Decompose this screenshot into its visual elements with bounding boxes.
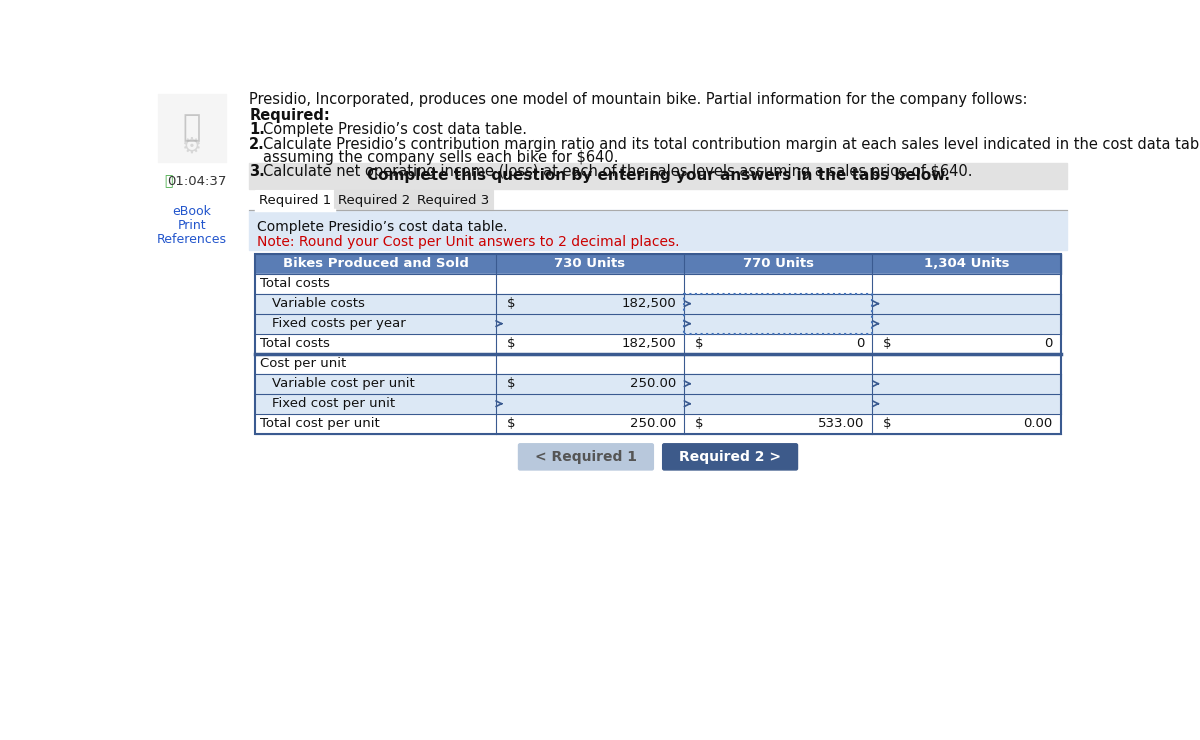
Text: 3.: 3. (250, 164, 265, 179)
Bar (256, 374, 1061, 394)
Bar (256, 274, 1061, 294)
Bar (256, 314, 1061, 334)
Text: 182,500: 182,500 (622, 337, 677, 350)
Bar (872, 314, 1061, 334)
Text: 2.: 2. (250, 137, 265, 152)
Text: $: $ (695, 337, 703, 350)
Bar (256, 190, 335, 210)
Bar (250, 210, 1067, 251)
Text: $: $ (883, 417, 892, 430)
Bar (157, 94, 226, 162)
Text: Note: Round your Cost per Unit answers to 2 decimal places.: Note: Round your Cost per Unit answers t… (257, 235, 679, 249)
Text: 0: 0 (1044, 337, 1052, 350)
Bar (256, 334, 1061, 354)
Text: $: $ (506, 297, 515, 310)
Bar (684, 294, 872, 314)
Text: Fixed costs per year: Fixed costs per year (272, 317, 406, 330)
Bar (256, 414, 1061, 434)
Text: 0.00: 0.00 (1024, 417, 1052, 430)
Text: 250.00: 250.00 (630, 417, 677, 430)
Text: 533.00: 533.00 (818, 417, 864, 430)
Bar (684, 294, 872, 334)
Text: 182,500: 182,500 (622, 297, 677, 310)
Bar (684, 374, 872, 394)
Bar (256, 354, 1061, 374)
Text: 1,304 Units: 1,304 Units (924, 257, 1009, 270)
Text: Variable cost per unit: Variable cost per unit (272, 377, 415, 390)
Text: Calculate Presidio’s contribution margin ratio and its total contribution margin: Calculate Presidio’s contribution margin… (263, 137, 1200, 152)
Bar (684, 394, 872, 414)
Text: $: $ (883, 337, 892, 350)
Text: Required 3: Required 3 (416, 194, 490, 207)
Text: $: $ (506, 417, 515, 430)
Text: $: $ (506, 337, 515, 350)
Bar (256, 394, 1061, 414)
Bar (335, 190, 414, 210)
Text: < Required 1: < Required 1 (535, 450, 637, 464)
Bar (414, 190, 492, 210)
Bar (156, 172, 229, 190)
FancyBboxPatch shape (518, 444, 653, 470)
FancyBboxPatch shape (662, 444, 798, 470)
Bar (872, 374, 1061, 394)
Text: 250.00: 250.00 (630, 377, 677, 390)
Text: Print: Print (178, 219, 206, 232)
Bar (684, 314, 872, 334)
Text: Cost per unit: Cost per unit (260, 357, 347, 370)
Text: Presidio, Incorporated, produces one model of mountain bike. Partial information: Presidio, Incorporated, produces one mod… (250, 92, 1027, 107)
Text: eBook: eBook (173, 206, 211, 218)
Text: 01:04:37: 01:04:37 (167, 175, 226, 188)
Text: $: $ (506, 377, 515, 390)
Text: assuming the company sells each bike for $640.: assuming the company sells each bike for… (263, 149, 619, 164)
Text: Complete this question by entering your answers in the tabs below.: Complete this question by entering your … (366, 168, 949, 184)
Text: $: $ (695, 417, 703, 430)
Text: Total costs: Total costs (260, 277, 330, 290)
Text: Required:: Required: (250, 108, 330, 123)
Bar (496, 314, 684, 334)
Text: ⛰: ⛰ (182, 113, 200, 143)
Bar (872, 294, 1061, 314)
Text: Total costs: Total costs (260, 337, 330, 350)
Text: Complete Presidio’s cost data table.: Complete Presidio’s cost data table. (257, 220, 508, 234)
Bar (256, 254, 1061, 434)
Text: Complete Presidio’s cost data table.: Complete Presidio’s cost data table. (263, 122, 527, 137)
Text: Required 1: Required 1 (259, 194, 331, 207)
Bar (872, 394, 1061, 414)
Text: References: References (157, 233, 227, 246)
Text: Variable costs: Variable costs (272, 297, 365, 310)
Text: Bikes Produced and Sold: Bikes Produced and Sold (282, 257, 468, 270)
Text: Required 2: Required 2 (338, 194, 410, 207)
Text: Fixed cost per unit: Fixed cost per unit (272, 397, 396, 410)
Text: ⚙: ⚙ (182, 137, 202, 157)
Text: Calculate net operating income (loss) at each of the sales levels assuming a sal: Calculate net operating income (loss) at… (263, 164, 973, 179)
Text: 770 Units: 770 Units (743, 257, 814, 270)
Text: ⌛: ⌛ (164, 174, 173, 188)
Text: 0: 0 (856, 337, 864, 350)
Bar (256, 294, 1061, 314)
Text: Total cost per unit: Total cost per unit (260, 417, 379, 430)
Text: Required 2 >: Required 2 > (679, 450, 781, 464)
Text: 730 Units: 730 Units (554, 257, 625, 270)
Bar (496, 394, 684, 414)
Bar (256, 254, 1061, 274)
Bar (250, 163, 1067, 189)
Text: 1.: 1. (250, 122, 265, 137)
